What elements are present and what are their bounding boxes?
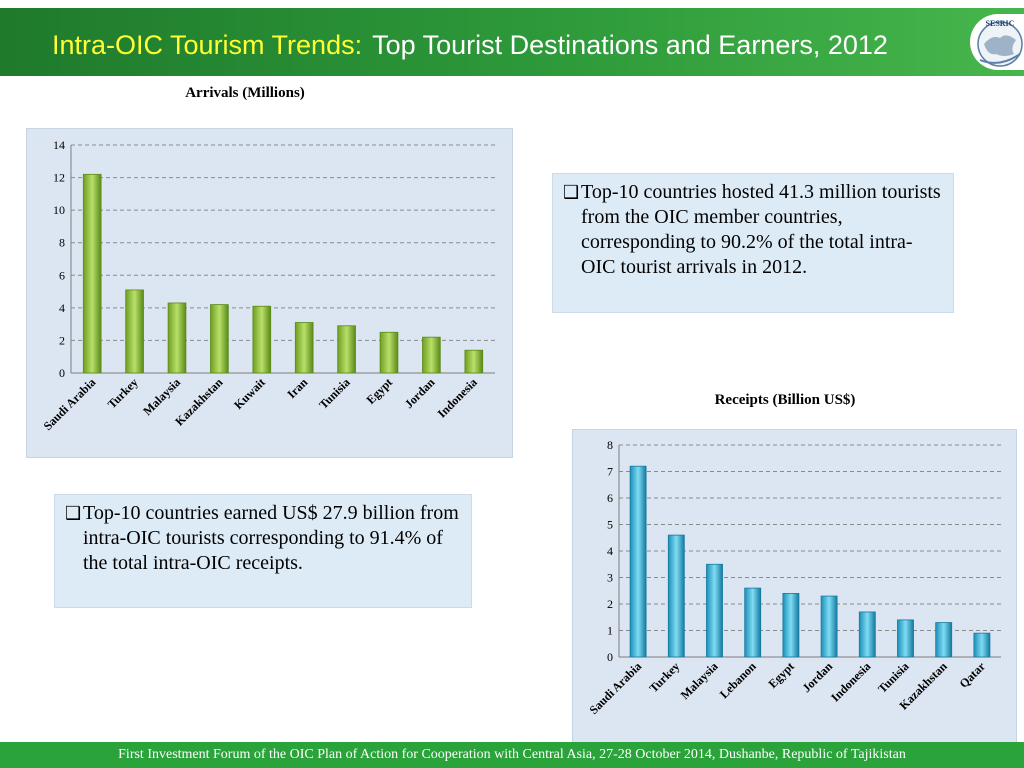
x-tick-label-0-5: Iran — [284, 375, 310, 401]
x-tick-label-0-9: Indonesia — [435, 375, 480, 420]
arrivals-note-text: Top-10 countries hosted 41.3 million tou… — [581, 181, 941, 278]
y-tick-label-0-3: 6 — [59, 268, 65, 282]
bar-0-2 — [167, 302, 187, 374]
bar-1-7 — [897, 619, 914, 658]
bar-1-0 — [629, 465, 647, 658]
header-bar: Intra-OIC Tourism Trends: Top Tourist Des… — [0, 8, 1024, 76]
logo-text: SESRIC — [986, 19, 1015, 28]
footer-bar: First Investment Forum of the OIC Plan o… — [0, 742, 1024, 768]
receipts-chart: 0 1 2 3 4 5 6 7 8 Saudi Arabia TurkeyMalaysiaLeban… — [586, 438, 1001, 717]
receipts-chart-title: Receipts (Billion US$) — [714, 392, 856, 408]
y-tick-label-0-0: 0 — [59, 366, 65, 380]
x-tick-label-1-4: Egypt — [765, 659, 797, 691]
x-tick-label-1-0: Saudi Arabia — [586, 659, 644, 717]
bar-0-8 — [422, 336, 441, 374]
y-tick-label-0-6: 12 — [53, 171, 65, 185]
bar-0-0 — [82, 173, 102, 374]
x-tick-label-1-1: Turkey — [646, 659, 682, 695]
arrivals-chart-panel: 0 2 4 6 8 10 12 14 Saudi Arabia Turkey Malaysia Kaz… — [26, 128, 513, 458]
x-tick-label-0-0: Saudi Arabia — [41, 375, 99, 433]
bar-1-6 — [858, 611, 876, 658]
y-tick-label-1-8: 8 — [607, 438, 613, 452]
x-tick-label-0-7: Egypt — [364, 375, 396, 407]
x-tick-label-0-4: Kuwait — [231, 375, 268, 412]
bar-1-4 — [782, 592, 800, 658]
arrivals-note: ❑ Top-10 countries hosted 41.3 million t… — [552, 173, 954, 313]
x-tick-label-1-3: Lebanon — [717, 659, 759, 701]
y-tick-label-0-2: 4 — [59, 301, 65, 315]
x-tick-label-1-6: Indonesia — [828, 659, 873, 704]
page-title: Intra-OIC Tourism Trends: Top Tourist Des… — [52, 30, 888, 61]
checkbox-bullet-icon: ❑ — [65, 503, 82, 524]
y-tick-label-1-6: 6 — [607, 491, 613, 505]
x-tick-label-0-6: Tunisia — [316, 375, 352, 411]
y-tick-label-0-1: 2 — [59, 333, 65, 347]
bar-0-4 — [252, 305, 272, 374]
checkbox-bullet-icon: ❑ — [563, 182, 580, 203]
bar-0-5 — [294, 322, 314, 374]
title-accent: Intra-OIC Tourism Trends: — [52, 30, 363, 60]
sesric-logo: SESRIC — [970, 14, 1024, 70]
receipts-chart-panel: 0 1 2 3 4 5 6 7 8 Saudi Arabia Turkey Malaysia Leban… — [572, 429, 1017, 743]
y-tick-label-1-0: 0 — [607, 650, 613, 664]
x-tick-label-1-9: Qatar — [956, 659, 988, 691]
x-tick-label-1-5: Jordan — [799, 659, 835, 695]
receipts-note: ❑ Top-10 countries earned US$ 27.9 billi… — [54, 494, 472, 608]
receipts-note-text: Top-10 countries earned US$ 27.9 billion… — [83, 502, 459, 574]
bar-1-5 — [820, 595, 838, 658]
x-tick-label-0-1: Turkey — [105, 375, 141, 411]
bar-0-1 — [125, 289, 144, 374]
x-tick-label-0-8: Jordan — [402, 375, 438, 411]
bar-1-2 — [706, 563, 723, 658]
bar-0-3 — [210, 304, 229, 374]
y-tick-label-1-5: 5 — [607, 518, 613, 532]
bar-1-8 — [935, 622, 953, 658]
y-tick-label-1-7: 7 — [607, 465, 613, 479]
bar-1-9 — [973, 632, 991, 658]
y-tick-label-1-4: 4 — [607, 544, 613, 558]
bar-1-1 — [667, 534, 685, 658]
bar-0-9 — [464, 349, 484, 374]
y-tick-label-0-4: 8 — [59, 236, 65, 250]
x-tick-label-1-2: Malaysia — [678, 659, 721, 702]
y-tick-label-0-5: 10 — [53, 203, 65, 217]
y-tick-label-1-2: 2 — [607, 597, 613, 611]
y-tick-label-0-7: 14 — [53, 138, 65, 152]
globe-logo-icon: SESRIC — [977, 19, 1023, 67]
y-tick-label-1-1: 1 — [607, 624, 613, 638]
bar-0-7 — [379, 331, 399, 374]
x-tick-label-0-2: Malaysia — [140, 375, 183, 418]
bar-1-3 — [744, 587, 762, 658]
y-tick-label-1-3: 3 — [607, 571, 613, 585]
x-tick-label-1-7: Tunisia — [875, 659, 911, 695]
arrivals-chart-title: Arrivals (Millions) — [185, 85, 305, 101]
title-main: Top Tourist Destinations and Earners, 20… — [372, 30, 888, 60]
bar-0-6 — [337, 325, 356, 374]
footer-text: First Investment Forum of the OIC Plan o… — [118, 747, 906, 762]
